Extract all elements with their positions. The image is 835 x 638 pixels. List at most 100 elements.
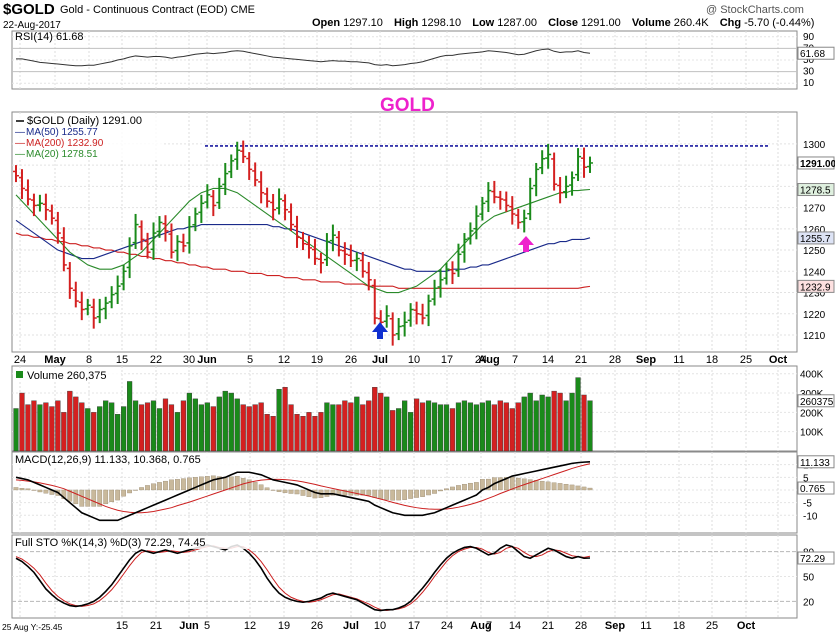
x-tick-label: Jun [197,354,217,366]
ohlc-summary: Open 1297.10 High 1298.10 Low 1287.00 Close… [312,17,815,29]
macd-histogram-bar [252,482,258,491]
volume-bar [348,402,354,452]
exchange: CME [230,4,256,16]
price-y-tick: 1300 [803,140,826,151]
volume-bar [19,392,25,452]
x-tick-label: 24 [475,354,487,366]
macd-label-bg [13,453,243,466]
x-tick-label: 18 [706,354,718,366]
macd-histogram-bar [396,489,402,501]
volume-bar [485,400,491,452]
macd-histogram-bar [503,477,509,491]
macd-histogram-bar [222,477,228,491]
macd-histogram-bar [414,489,419,498]
volume-bar [300,416,306,452]
volume-bar [276,388,282,452]
volume-bar [144,402,151,452]
volume-bar [121,406,127,452]
macd-histogram-bar [193,477,198,491]
x-tick-label: 24 [441,620,453,632]
macd-histogram-bar [575,485,581,491]
rsi-y-tick: 10 [803,78,815,89]
volume-bar [168,404,175,452]
x-tick-label: Jul [343,620,359,632]
x-tick-label: Oct [769,354,788,366]
volume-bar [497,400,503,452]
macd-histogram-bar [497,477,503,491]
macd-histogram-bar [43,489,49,494]
x-tick-label: 18 [673,620,685,632]
volume-bar [515,402,521,452]
macd-y-tick: -10 [803,511,818,522]
macd-histogram-bar [587,487,593,491]
x-tick-label: Sep [605,620,625,632]
macd-histogram-bar [37,489,43,493]
volume-bar [91,412,97,452]
x-tick-label: May [44,354,66,366]
macd-histogram-bar [366,489,372,496]
volume-bar [509,408,515,452]
volume-bar [479,402,485,452]
x-tick-label: 28 [609,354,621,366]
x-tick-label: 21 [150,620,162,632]
price-value-badge [797,279,835,293]
macd-value-label: 11.133 [800,458,830,469]
macd-histogram-bar [384,489,390,500]
macd-histogram-bar [13,487,19,491]
price-y-tick: 1220 [803,310,826,321]
macd-histogram-bar [288,489,294,494]
volume-bar [581,394,587,452]
macd-histogram-bar [563,483,569,491]
price-y-tick: 1240 [803,267,826,278]
volume-bar [473,404,479,452]
volume-bar [402,400,408,452]
macd-histogram-bar [73,489,79,505]
volume-bar [491,404,497,452]
x-tick-label: 7 [486,620,492,632]
price-y-tick: 1230 [803,289,826,300]
macd-histogram-bar [456,485,461,491]
volume-bar [527,392,533,452]
volume-bar [103,400,109,452]
macd-histogram-bar [139,487,144,491]
legend-swatch: — [15,138,25,149]
volume-bar [132,400,139,452]
volume-bar [97,406,103,452]
sto-label: Full STO %K(14,3) %D(3) 72.29, 74.45 [15,537,206,549]
volume-bar [312,416,318,452]
volume-bar [569,392,575,452]
x-tick-label: 26 [345,354,357,366]
volume-bar [306,412,312,452]
price-legend-title: $GOLD (Daily) 1291.00 [27,115,142,127]
price-y-tick: 1270 [803,204,826,215]
macd-histogram-bar [187,477,192,491]
volume-bar [330,404,336,452]
x-tick-label: 7 [512,354,518,366]
volume-bar [288,404,294,452]
macd-histogram-bar [276,489,282,492]
sto-k-line [15,544,591,612]
macd-histogram-bar [115,489,120,501]
volume-bar [575,377,581,452]
volume-bar [378,392,384,452]
volume-bar [192,398,198,452]
macd-histogram-bar [109,489,115,503]
legend-entry: MA(20) 1278.51 [26,149,98,160]
volume-bar [49,406,55,452]
macd-histogram-bar [294,489,300,495]
x-tick-label: 12 [278,354,290,366]
volume-bar [186,392,192,452]
vol-y-tick: 400K [800,370,824,381]
volume-bar [545,396,551,452]
volume-bar [150,400,157,452]
volume-bar [437,404,444,452]
macd-histogram-bar [533,480,539,491]
macd-histogram-bar [426,489,431,496]
volume-bar [467,402,474,452]
volume-bar [270,416,276,452]
macd-histogram-bar [127,489,132,494]
macd-label: MACD(12,26,9) 11.133, 10.368, 0.765 [15,454,201,466]
x-tick-label: 25 Aug Y:-25.45 [2,622,63,632]
macd-histogram-bar [31,489,37,491]
macd-histogram-bar [390,489,396,501]
